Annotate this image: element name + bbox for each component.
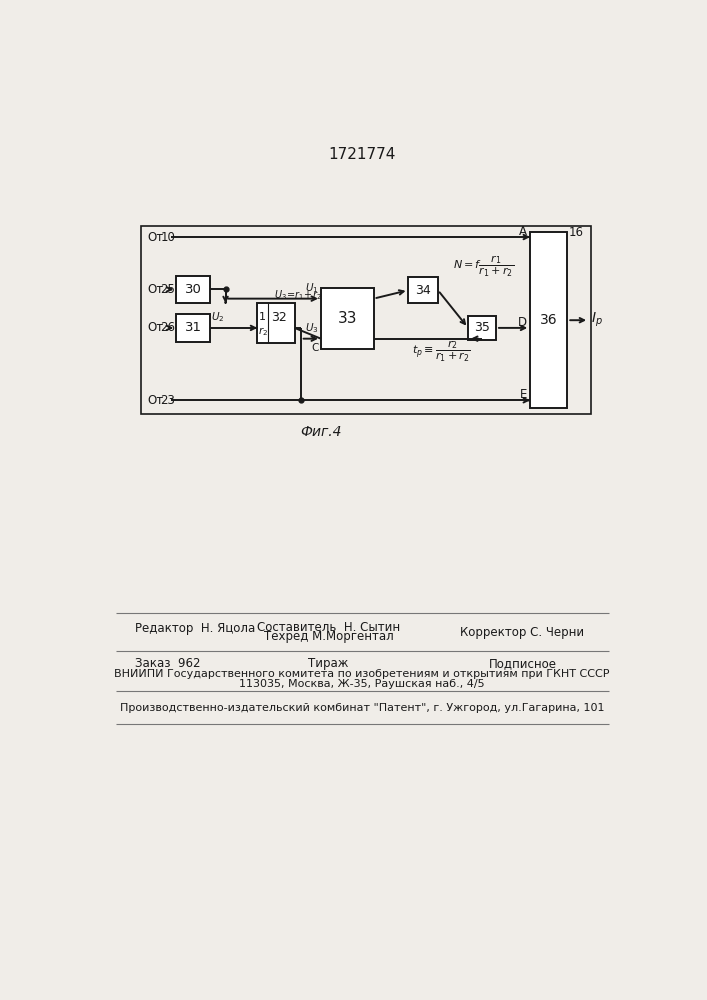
Text: 10: 10	[160, 231, 175, 244]
Text: 33: 33	[337, 311, 357, 326]
Text: Фиг.4: Фиг.4	[300, 425, 341, 439]
Bar	[321, 288, 373, 349]
Text: Тираж: Тираж	[308, 657, 349, 670]
Text: От: От	[147, 283, 163, 296]
Text: Заказ  962: Заказ 962	[135, 657, 200, 670]
Text: Техред М.Моргентал: Техред М.Моргентал	[264, 630, 394, 643]
Text: 34: 34	[415, 284, 431, 297]
Text: 25: 25	[160, 283, 175, 296]
Text: C: C	[311, 343, 319, 353]
Bar	[176, 276, 210, 303]
Text: 113035, Москва, Ж-35, Раушская наб., 4/5: 113035, Москва, Ж-35, Раушская наб., 4/5	[239, 679, 485, 689]
Text: Редактор  Н. Яцола: Редактор Н. Яцола	[135, 622, 255, 635]
Text: 35: 35	[474, 321, 490, 334]
Text: Корректор С. Черни: Корректор С. Черни	[460, 626, 585, 639]
Text: ВНИИПИ Государственного комитета по изобретениям и открытиям при ГКНТ СССР: ВНИИПИ Государственного комитета по изоб…	[115, 669, 609, 679]
Text: $t_p \equiv \dfrac{r_2}{r_1+r_2}$: $t_p \equiv \dfrac{r_2}{r_1+r_2}$	[411, 338, 470, 364]
Text: E: E	[520, 388, 527, 401]
Text: 30: 30	[185, 283, 201, 296]
Bar	[176, 314, 210, 342]
Text: $U_3$: $U_3$	[305, 321, 319, 335]
Text: Подписное: Подписное	[489, 657, 556, 670]
Text: Производственно-издательский комбинат "Патент", г. Ужгород, ул.Гагарина, 101: Производственно-издательский комбинат "П…	[119, 703, 604, 713]
Text: От: От	[147, 231, 163, 244]
Text: $I_р$: $I_р$	[590, 311, 602, 329]
Bar	[257, 303, 295, 343]
Text: $r_2$: $r_2$	[257, 325, 268, 338]
Text: 32: 32	[271, 311, 287, 324]
Text: 16: 16	[569, 226, 584, 239]
Bar	[409, 277, 438, 303]
Text: Составитель  Н. Сытин: Составитель Н. Сытин	[257, 621, 400, 634]
Text: 1721774: 1721774	[328, 147, 396, 162]
Text: От: От	[147, 321, 163, 334]
Bar	[141, 226, 590, 414]
Bar	[468, 316, 496, 340]
Bar	[530, 232, 567, 408]
Text: $U_2$: $U_2$	[211, 310, 225, 324]
Text: От: От	[147, 394, 163, 407]
Text: A: A	[519, 225, 527, 238]
Text: $U_3\!=\!r_1\!+\!r_2$: $U_3\!=\!r_1\!+\!r_2$	[274, 289, 322, 302]
Text: $N=f\dfrac{r_1}{r_1+r_2}$: $N=f\dfrac{r_1}{r_1+r_2}$	[453, 254, 514, 279]
Text: D: D	[518, 316, 527, 329]
Text: $U_1$: $U_1$	[305, 281, 319, 295]
Text: 31: 31	[185, 321, 201, 334]
Text: 23: 23	[160, 394, 175, 407]
Text: 36: 36	[540, 313, 558, 327]
Text: 1: 1	[259, 312, 267, 322]
Text: 26: 26	[160, 321, 175, 334]
